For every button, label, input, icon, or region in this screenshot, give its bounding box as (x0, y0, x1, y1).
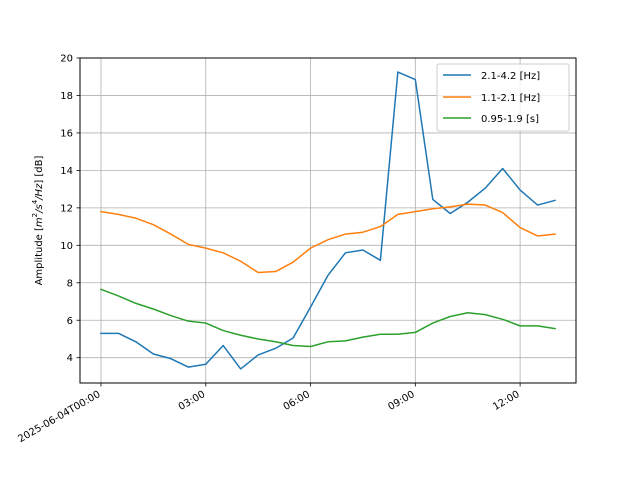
series-line-1 (100, 71, 556, 370)
legend-label-series-2: 1.1-2.1 [Hz] (481, 93, 540, 104)
y-tick-label: 10 (60, 241, 73, 252)
legend: 2.1-4.2 [Hz] 1.1-2.1 [Hz] 0.95-1.9 [s] (436, 63, 570, 132)
y-tick-label: 14 (60, 166, 73, 177)
y-axis-label: Amplitude [m2/s4/Hz] [dB] (31, 155, 45, 285)
y-tick-label: 12 (60, 203, 73, 214)
y-tick-label: 8 (67, 278, 73, 289)
series-lines (99, 71, 556, 370)
y-tick-label: 6 (67, 316, 73, 327)
series-line-2 (100, 203, 556, 274)
legend-frame (436, 63, 570, 132)
legend-label-series-3: 0.95-1.9 [s] (481, 114, 539, 125)
y-tick-label: 16 (60, 128, 73, 139)
series-line-3 (99, 288, 556, 348)
y-tick-label: 18 (60, 91, 73, 102)
plot-frame (79, 57, 577, 384)
y-tick-label: 4 (67, 353, 73, 364)
y-tick-label: 20 (60, 54, 73, 65)
legend-label-series-1: 2.1-4.2 [Hz] (481, 71, 540, 82)
